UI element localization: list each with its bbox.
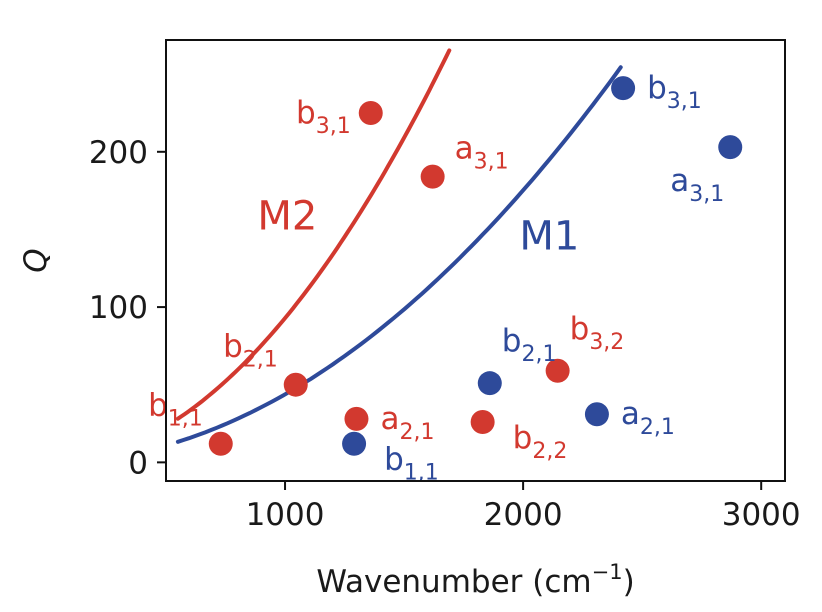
point-label-m1: a2,1 bbox=[621, 396, 675, 440]
point-label-m1: b1,1 bbox=[384, 442, 439, 486]
data-point-m2 bbox=[358, 100, 383, 125]
point-label-main: a bbox=[380, 401, 399, 437]
point-label-main: b bbox=[148, 388, 168, 424]
point-label-main: b bbox=[647, 70, 667, 106]
point-label-m1: b3,1 bbox=[647, 70, 702, 114]
y-tick-label: 200 bbox=[89, 135, 148, 171]
point-label-m2: a2,1 bbox=[380, 401, 434, 445]
y-ticks: 0 100 200 bbox=[89, 135, 166, 481]
point-label-sub: 3,1 bbox=[689, 182, 724, 207]
point-label-main: b bbox=[513, 420, 533, 456]
point-label-main: b bbox=[384, 442, 404, 478]
x-tick-label: 3000 bbox=[722, 497, 801, 533]
point-label-m2: b3,1 bbox=[296, 95, 351, 139]
x-axis-label-sup: −1 bbox=[592, 560, 623, 584]
point-label-main: a bbox=[455, 131, 474, 167]
fit-curves bbox=[175, 48, 623, 444]
point-label-m2: a3,1 bbox=[455, 131, 509, 175]
point-label-sub: 3,1 bbox=[316, 114, 351, 139]
curve-label-m2: M2 bbox=[257, 193, 317, 239]
x-ticks: 1000 2000 3000 bbox=[246, 481, 801, 533]
data-point-m2 bbox=[344, 406, 369, 431]
x-tick-label: 1000 bbox=[246, 497, 325, 533]
point-label-m2: b1,1 bbox=[148, 388, 203, 432]
point-label-sub: 3,1 bbox=[667, 89, 702, 114]
x-axis-label-close: ) bbox=[623, 564, 635, 600]
plot-frame bbox=[165, 39, 786, 482]
y-tick-label: 100 bbox=[89, 290, 148, 326]
data-point-m1 bbox=[477, 371, 502, 396]
curve-label-m1: M1 bbox=[519, 214, 579, 260]
data-point-m2 bbox=[470, 409, 495, 434]
point-label-m2: b3,2 bbox=[570, 311, 625, 355]
data-point-m2 bbox=[208, 431, 233, 456]
point-label-main: b bbox=[223, 329, 243, 365]
point-label-m1: a3,1 bbox=[670, 163, 724, 207]
data-point-m2 bbox=[283, 372, 308, 397]
fit-curve-m2 bbox=[175, 48, 452, 421]
data-point-m1 bbox=[611, 76, 636, 101]
curve-labels: M2 M1 bbox=[257, 193, 579, 259]
point-label-sub: 2,1 bbox=[640, 415, 675, 440]
point-label-main: a bbox=[670, 163, 689, 199]
x-axis-label-main: Wavenumber (cm bbox=[316, 564, 591, 600]
point-label-sub: 2,1 bbox=[521, 342, 556, 367]
point-label-sub: 2,1 bbox=[243, 348, 278, 373]
point-label-sub: 3,2 bbox=[589, 330, 624, 355]
y-tick-label: 0 bbox=[128, 445, 148, 481]
data-points bbox=[208, 76, 743, 456]
point-label-main: b bbox=[570, 311, 590, 347]
x-tick-label: 2000 bbox=[484, 497, 563, 533]
point-label-m2: b2,1 bbox=[223, 329, 278, 373]
point-label-m2: b2,2 bbox=[513, 420, 568, 464]
y-axis-label: Q bbox=[18, 248, 54, 272]
data-point-m2 bbox=[420, 164, 445, 189]
point-label-sub: 1,1 bbox=[168, 407, 203, 432]
point-label-sub: 2,2 bbox=[532, 439, 567, 464]
data-point-m1 bbox=[342, 431, 367, 456]
point-label-sub: 3,1 bbox=[474, 150, 509, 175]
point-label-m1: b2,1 bbox=[502, 323, 557, 367]
data-point-m1 bbox=[718, 135, 743, 160]
point-label-main: b bbox=[296, 95, 316, 131]
x-axis-label: Wavenumber (cm−1) bbox=[316, 560, 634, 600]
data-point-m1 bbox=[584, 402, 609, 427]
point-label-main: b bbox=[502, 323, 522, 359]
point-label-sub: 2,1 bbox=[399, 420, 434, 445]
fit-curve-m1 bbox=[175, 65, 623, 444]
point-label-main: a bbox=[621, 396, 640, 432]
data-point-m2 bbox=[545, 358, 570, 383]
